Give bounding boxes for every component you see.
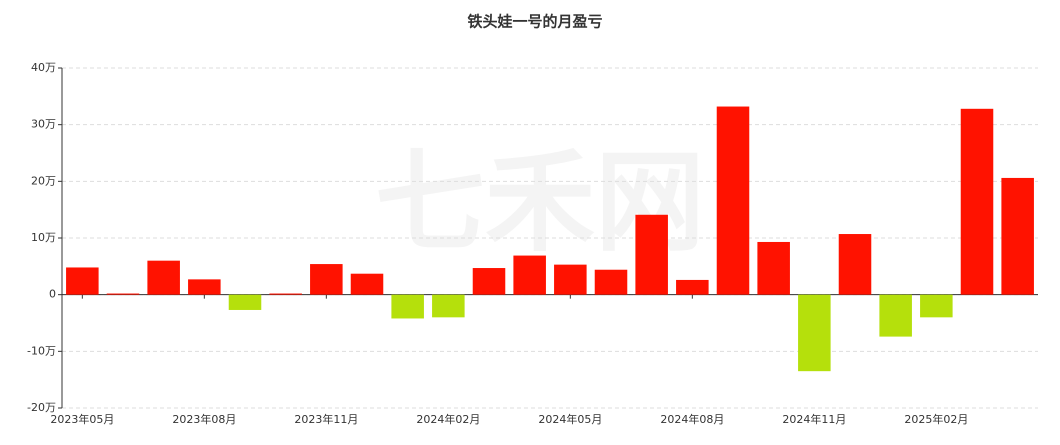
bar [66,267,99,295]
x-tick-label: 2024年02月 [416,412,480,426]
x-tick-label: 2024年11月 [782,412,846,426]
bar [960,108,994,295]
bar [188,279,221,295]
bar [310,264,343,295]
bar [676,279,709,295]
x-tick-label: 2024年08月 [660,412,724,426]
y-tick-label: 40万 [31,61,56,74]
bar [838,234,872,295]
bar [350,273,384,295]
bar [757,241,790,295]
bar [1001,177,1034,295]
y-tick-label: -20万 [27,401,56,414]
bar [513,255,546,295]
y-tick-label: 20万 [31,174,56,187]
bar [228,294,262,310]
bar [594,269,628,295]
bar [391,294,424,319]
bar [716,106,750,295]
bar [635,214,668,295]
bar [798,294,831,372]
y-tick-label: -10万 [27,344,56,357]
bar [472,268,506,295]
x-tick-label: 2023年05月 [50,412,114,426]
bar [106,293,140,295]
bar [147,260,180,295]
x-tick-label: 2023年11月 [294,412,358,426]
x-tick-label: 2025年02月 [904,412,968,426]
y-tick-label: 0 [49,288,56,301]
bar [554,264,587,295]
x-tick-label: 2024年05月 [538,412,602,426]
bar [269,293,302,295]
chart-title: 铁头娃一号的月盈亏 [467,13,602,31]
y-tick-label: 30万 [31,118,56,131]
bar [879,294,912,337]
x-tick-label: 2023年08月 [172,412,236,426]
y-tick-label: 10万 [31,231,56,244]
bar [920,294,953,318]
bar [432,294,465,318]
